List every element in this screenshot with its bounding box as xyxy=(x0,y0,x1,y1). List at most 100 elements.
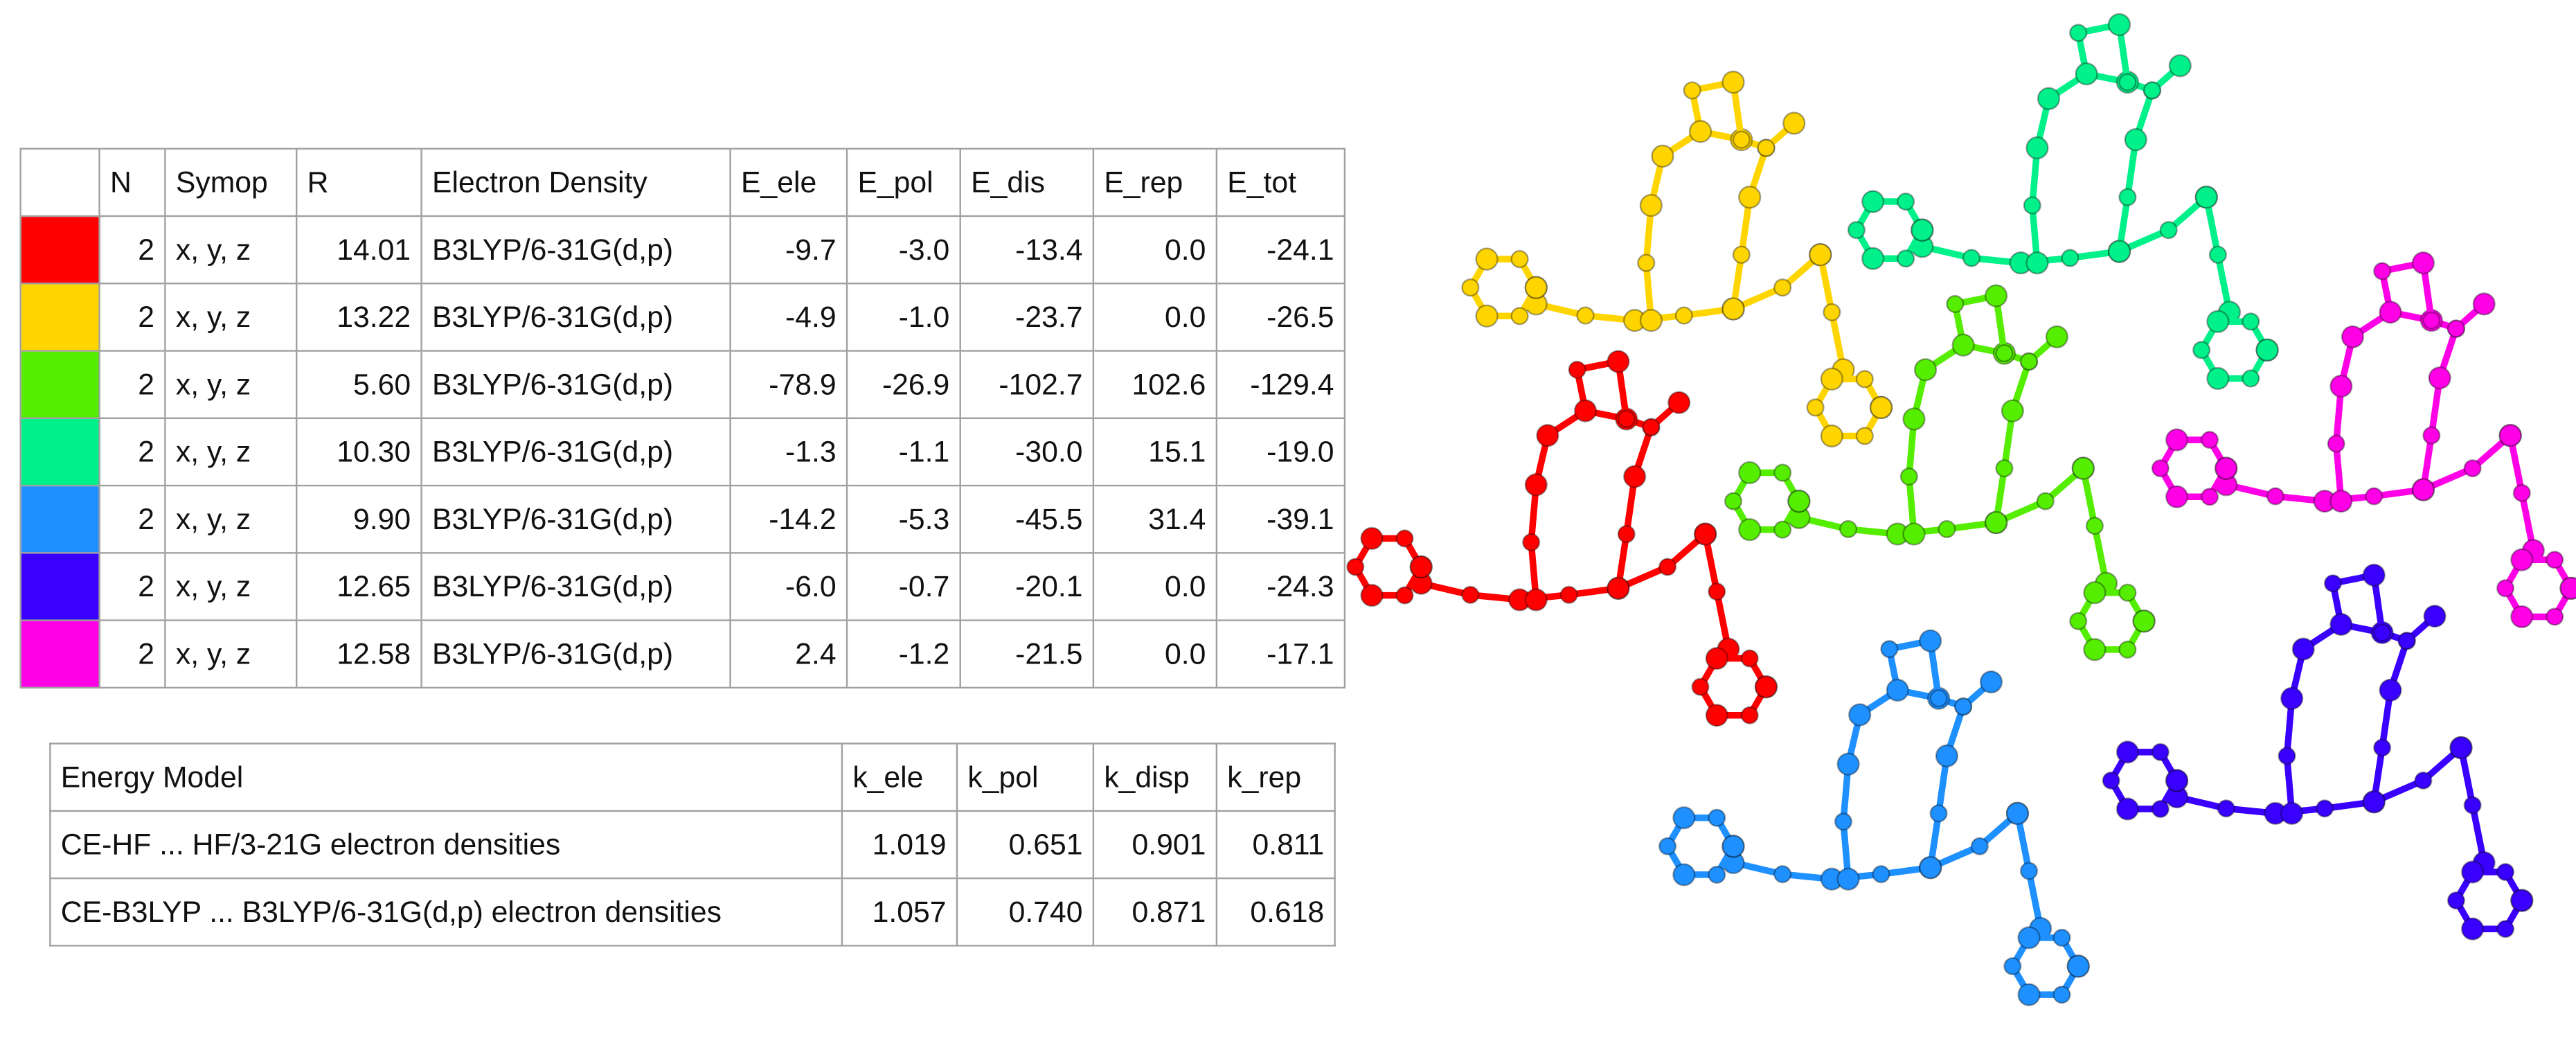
atom xyxy=(2329,374,2353,398)
header-cell: E_rep xyxy=(1092,148,1218,217)
atom xyxy=(1929,804,1948,823)
table-cell: 2 xyxy=(98,552,166,621)
atom xyxy=(2546,551,2564,569)
table-cell: -26.9 xyxy=(846,350,961,419)
atom xyxy=(1658,558,1677,576)
atom xyxy=(1461,278,1480,297)
atom xyxy=(2159,221,2178,240)
atom xyxy=(2165,485,2189,508)
bond xyxy=(1951,292,2008,354)
atom xyxy=(2102,771,2120,790)
atom xyxy=(1995,344,2014,363)
atom xyxy=(2083,638,2107,661)
atom xyxy=(1721,297,1745,321)
atom xyxy=(1694,522,1717,546)
atom xyxy=(2373,623,2392,642)
atom xyxy=(2151,459,2170,478)
table-cell: -129.4 xyxy=(1215,350,1346,419)
atom xyxy=(2019,352,2039,371)
atom xyxy=(2414,771,2433,790)
header-cell xyxy=(19,148,100,217)
atom xyxy=(1522,533,1541,551)
atom xyxy=(1738,518,1762,542)
atom xyxy=(2280,686,2304,710)
color-swatch xyxy=(19,619,100,689)
atom xyxy=(1979,670,2003,694)
atom xyxy=(1683,81,1701,100)
atom xyxy=(1836,752,1860,776)
table-row: 2 x, y, z 5.60 B3LYP/6-31G(d,p) -78.9 -26.9 -1… xyxy=(19,350,1346,419)
atom xyxy=(1897,249,1915,268)
bond xyxy=(1730,147,1769,310)
bond xyxy=(1528,434,1551,600)
atom xyxy=(2017,926,2041,950)
atom xyxy=(1773,520,1792,539)
atom xyxy=(1809,243,1832,267)
atom xyxy=(2362,563,2386,587)
atom xyxy=(1897,193,1915,211)
atom xyxy=(1946,294,1965,313)
table-cell: x, y, z xyxy=(164,552,298,621)
atom xyxy=(2215,456,2238,480)
atom xyxy=(1847,221,1866,240)
color-swatch xyxy=(19,215,100,285)
table-cell: -30.0 xyxy=(959,417,1095,487)
atom xyxy=(1954,697,1973,716)
atom xyxy=(2329,490,2353,513)
atom xyxy=(2217,799,2235,818)
atom xyxy=(2423,605,2447,628)
atom xyxy=(2003,956,2022,976)
atom xyxy=(1667,391,1691,414)
header-cell: R xyxy=(296,148,422,217)
atom xyxy=(1708,808,1726,827)
atom xyxy=(2069,612,2088,630)
atom xyxy=(2365,487,2383,506)
atom xyxy=(2498,424,2522,447)
table-cell: 5.60 xyxy=(296,350,422,419)
atom xyxy=(2206,366,2230,391)
table-cell: -26.5 xyxy=(1215,283,1346,352)
atom xyxy=(1724,492,1743,510)
table-cell: -5.3 xyxy=(846,484,961,554)
table-cell: 0.0 xyxy=(1092,215,1218,285)
atom xyxy=(2559,576,2576,600)
table-cell: -13.4 xyxy=(959,215,1095,285)
color-swatch xyxy=(19,417,100,487)
atom xyxy=(1732,130,1751,149)
atom xyxy=(1984,510,2008,535)
atom xyxy=(2132,609,2156,633)
table-cell: B3LYP/6-31G(d,p) xyxy=(420,552,731,621)
atom xyxy=(1360,583,1384,607)
table-cell: 2 xyxy=(98,619,166,689)
atom xyxy=(2496,579,2515,598)
atom xyxy=(2447,891,2465,910)
header-cell: E_tot xyxy=(1215,148,1346,217)
atom xyxy=(1623,465,1647,488)
atom xyxy=(1475,247,1499,271)
atom xyxy=(1395,529,1414,548)
table-row: 2 x, y, z 12.58 B3LYP/6-31G(d,p) 2.4 -1.2 -21.… xyxy=(19,619,1346,689)
atom xyxy=(2069,24,2088,42)
atom xyxy=(2107,240,2131,263)
table-cell: 9.90 xyxy=(296,484,422,554)
atom xyxy=(1510,250,1529,269)
atom xyxy=(1782,112,1806,135)
atom xyxy=(2017,983,2041,1006)
color-swatch xyxy=(19,283,100,352)
table-cell: -1.1 xyxy=(846,417,961,487)
atom xyxy=(2151,799,2170,819)
atom xyxy=(2075,62,2098,86)
atom xyxy=(1510,307,1529,326)
table-row: 2 x, y, z 12.65 B3LYP/6-31G(d,p) -6.0 -0.7 -20… xyxy=(19,552,1346,621)
bond xyxy=(2379,259,2435,321)
atom xyxy=(1836,867,1860,891)
atom xyxy=(1688,120,1712,143)
header-cell: k_ele xyxy=(841,742,958,812)
atom xyxy=(1732,245,1751,264)
atom xyxy=(1651,144,1674,168)
atom xyxy=(2083,581,2107,605)
bond xyxy=(2116,89,2156,252)
table-row: CE-HF ... HF/3-21G electron densities 1.0… xyxy=(49,810,1336,880)
